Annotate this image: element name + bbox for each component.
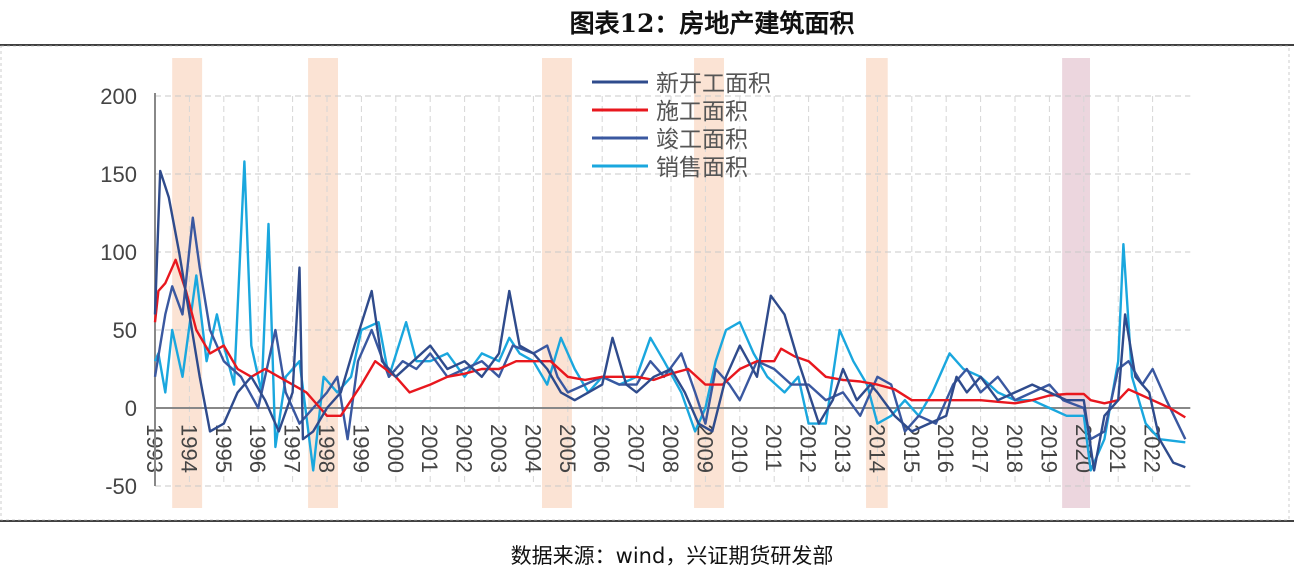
x-tick-label: 2001 [417, 424, 442, 473]
x-tick-label: 2019 [1036, 424, 1061, 473]
shaded-period [866, 58, 888, 508]
x-tick-label: 2010 [727, 424, 752, 473]
chart-title: 图表12：房地产建筑面积 [569, 9, 855, 38]
x-tick-label: 1995 [211, 424, 236, 473]
x-tick-label: 2004 [520, 424, 545, 473]
x-tick-label: 1999 [348, 424, 373, 473]
data-source: 数据来源：wind，兴证期货研发部 [510, 544, 834, 568]
legend-label: 施工面积 [656, 99, 748, 125]
legend-label: 销售面积 [656, 155, 748, 181]
series-line-0 [153, 169, 1186, 472]
series-line-3 [153, 160, 1186, 472]
y-tick-label: 0 [125, 396, 137, 421]
shaded-period [694, 58, 724, 508]
shaded-period [542, 58, 572, 508]
y-tick-label: 200 [100, 84, 137, 109]
x-tick-label: 2000 [383, 424, 408, 473]
x-tick-label: 2017 [968, 424, 993, 473]
y-tick-label: 150 [100, 162, 137, 187]
x-tick-label: 1996 [245, 424, 270, 473]
x-tick-label: 2014 [864, 424, 889, 473]
x-tick-label: 2021 [1105, 424, 1130, 473]
legend-label: 竣工面积 [656, 127, 748, 153]
x-tick-label: 2008 [658, 424, 683, 473]
x-tick-label: 2013 [830, 424, 855, 473]
legend-label: 新开工面积 [656, 71, 771, 97]
x-tick-label: 2009 [692, 424, 717, 473]
plot-border [0, 45, 1290, 521]
y-tick-label: 50 [113, 318, 137, 343]
x-tick-label: 2006 [589, 424, 614, 473]
x-tick-label: 2012 [796, 424, 821, 473]
x-tick-label: 2003 [486, 424, 511, 473]
x-tick-label: 2018 [1002, 424, 1027, 473]
x-tick-label: 1994 [176, 424, 201, 473]
x-tick-label: 2002 [452, 424, 477, 473]
x-tick-label: 1997 [280, 424, 305, 473]
x-tick-label: 2016 [933, 424, 958, 473]
x-tick-label: 2011 [761, 424, 786, 471]
x-tick-label: 2005 [555, 424, 580, 473]
series-line-2 [153, 216, 1187, 441]
y-tick-label: -50 [105, 474, 137, 499]
y-tick-label: 100 [100, 240, 137, 265]
series-line-1 [153, 258, 1186, 419]
x-tick-label: 2007 [624, 424, 649, 473]
